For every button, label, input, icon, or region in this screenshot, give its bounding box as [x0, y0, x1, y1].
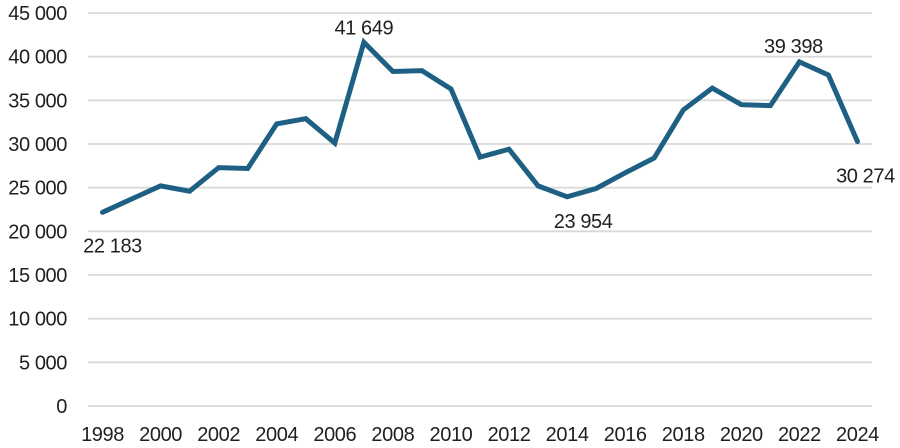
x-axis-tick-label: 1998: [81, 424, 124, 446]
x-axis-tick-label: 2012: [488, 424, 531, 446]
x-axis-tick-label: 2014: [546, 424, 589, 446]
data-point-label: 22 183: [83, 235, 142, 257]
x-axis-tick-label: 2004: [255, 424, 298, 446]
y-axis-tick-label: 40 000: [8, 47, 67, 69]
y-axis-tick-label: 5 000: [19, 352, 67, 374]
x-axis-tick-label: 2000: [139, 424, 182, 446]
data-point-label: 30 274: [836, 166, 895, 188]
x-axis-tick-label: 2008: [371, 424, 414, 446]
x-axis-tick-label: 2002: [197, 424, 240, 446]
y-axis-tick-label: 35 000: [8, 90, 67, 112]
y-axis-tick-label: 0: [56, 396, 67, 418]
y-axis-tick-label: 15 000: [8, 265, 67, 287]
y-axis-tick-label: 45 000: [8, 3, 67, 25]
x-axis-tick-label: 2024: [836, 424, 879, 446]
data-point-label: 39 398: [764, 36, 823, 58]
x-axis-tick-label: 2018: [662, 424, 705, 446]
data-point-label: 23 954: [554, 211, 613, 233]
y-axis-tick-label: 10 000: [8, 309, 67, 331]
x-axis-tick-label: 2006: [313, 424, 356, 446]
x-axis-tick-label: 2020: [720, 424, 763, 446]
data-series-line: [100, 37, 860, 215]
x-axis-tick-label: 2022: [778, 424, 821, 446]
y-axis-tick-label: 25 000: [8, 178, 67, 200]
data-point-label: 41 649: [334, 17, 393, 39]
y-axis-tick-label: 30 000: [8, 134, 67, 156]
x-axis-tick-label: 2016: [604, 424, 647, 446]
x-axis-tick-label: 2010: [430, 424, 473, 446]
y-axis-tick-label: 20 000: [8, 221, 67, 243]
